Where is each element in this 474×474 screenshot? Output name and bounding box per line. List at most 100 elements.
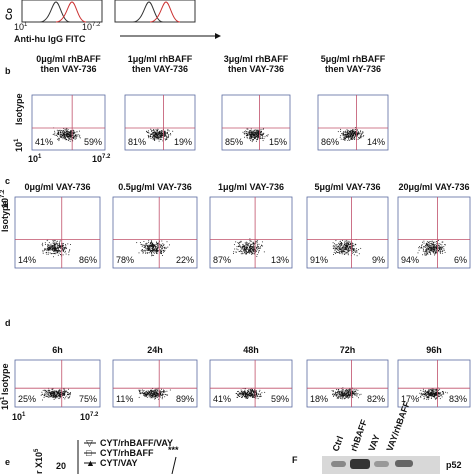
event-dot: [339, 244, 341, 246]
event-dot: [341, 394, 343, 396]
event-dot: [343, 131, 345, 133]
event-dot: [350, 247, 352, 249]
event-dot: [433, 254, 435, 256]
event-dot: [64, 137, 66, 139]
event-dot: [52, 250, 54, 252]
event-dot: [250, 130, 252, 131]
event-dot: [431, 392, 433, 394]
event-dot: [347, 243, 349, 244]
event-dot: [44, 242, 46, 244]
event-dot: [433, 395, 435, 397]
dot-cloud: [332, 239, 362, 257]
quadrant-percent: 86%: [321, 137, 339, 147]
event-dot: [58, 139, 60, 141]
event-dot: [70, 130, 72, 132]
event-dot: [345, 138, 347, 140]
event-dot: [237, 242, 239, 244]
event-dot: [50, 247, 52, 249]
event-dot: [346, 247, 348, 249]
event-dot: [344, 248, 346, 250]
event-dot: [249, 133, 251, 135]
event-dot: [161, 136, 163, 138]
event-dot: [240, 393, 242, 395]
event-dot: [77, 133, 79, 135]
event-dot: [356, 250, 358, 252]
event-dot: [143, 390, 145, 391]
event-dot: [430, 247, 432, 249]
event-dot: [434, 397, 436, 399]
event-dot: [152, 135, 154, 137]
event-dot: [430, 243, 432, 245]
event-dot: [332, 242, 334, 244]
event-dot: [253, 134, 255, 136]
event-dot: [244, 390, 246, 392]
plot-frame: [306, 196, 389, 269]
event-dot: [440, 392, 442, 394]
event-dot: [240, 391, 242, 393]
event-dot: [56, 245, 58, 247]
event-dot: [259, 389, 261, 391]
event-dot: [349, 139, 351, 141]
event-dot: [164, 393, 166, 395]
event-dot: [151, 255, 153, 257]
event-dot: [429, 251, 431, 253]
quadrant-percent: 17%: [401, 394, 419, 404]
event-dot: [79, 137, 81, 139]
event-dot: [256, 241, 258, 243]
exponent: 1: [22, 412, 26, 418]
event-dot: [355, 394, 357, 396]
event-dot: [52, 253, 54, 255]
event-dot: [157, 137, 158, 139]
event-dot: [420, 389, 422, 391]
event-dot: [48, 242, 50, 244]
event-dot: [47, 396, 49, 398]
event-dot: [153, 390, 155, 392]
y-axis-label: Isotype: [14, 93, 24, 125]
event-dot: [58, 393, 60, 395]
event-dot: [359, 133, 361, 135]
event-dot: [341, 391, 343, 393]
event-dot: [248, 252, 250, 254]
event-dot: [241, 250, 243, 252]
event-dot: [160, 251, 162, 253]
event-dot: [244, 132, 246, 134]
event-dot: [67, 133, 69, 135]
event-dot: [347, 135, 349, 137]
event-dot: [233, 253, 234, 254]
event-dot: [246, 247, 248, 249]
event-dot: [348, 395, 350, 396]
event-dot: [422, 247, 424, 249]
event-dot: [422, 250, 424, 252]
event-dot: [55, 249, 57, 251]
event-dot: [333, 254, 334, 255]
event-dot: [160, 130, 162, 132]
event-dot: [155, 135, 156, 137]
plot-frame: [209, 196, 293, 269]
event-dot: [424, 392, 426, 394]
event-dot: [344, 246, 346, 248]
event-dot: [440, 247, 442, 249]
event-dot: [255, 140, 257, 142]
event-dot: [347, 253, 349, 255]
event-dot: [334, 244, 336, 246]
event-dot: [156, 245, 158, 247]
event-dot: [260, 244, 262, 246]
event-dot: [56, 392, 58, 394]
quadrant-percent: 41%: [213, 394, 231, 404]
event-dot: [258, 391, 260, 393]
event-dot: [145, 243, 147, 245]
event-dot: [55, 250, 57, 251]
y-tick-label: 20: [56, 461, 66, 471]
plot-title: then VAY-736: [40, 64, 96, 74]
event-dot: [158, 137, 160, 139]
event-dot: [154, 395, 156, 397]
event-dot: [65, 245, 67, 247]
event-dot: [52, 394, 54, 396]
event-dot: [59, 138, 60, 140]
event-dot: [439, 395, 441, 397]
event-dot: [253, 397, 255, 398]
event-dot: [59, 135, 61, 137]
event-dot: [346, 394, 348, 396]
event-dot: [53, 246, 55, 248]
event-dot: [70, 133, 72, 135]
